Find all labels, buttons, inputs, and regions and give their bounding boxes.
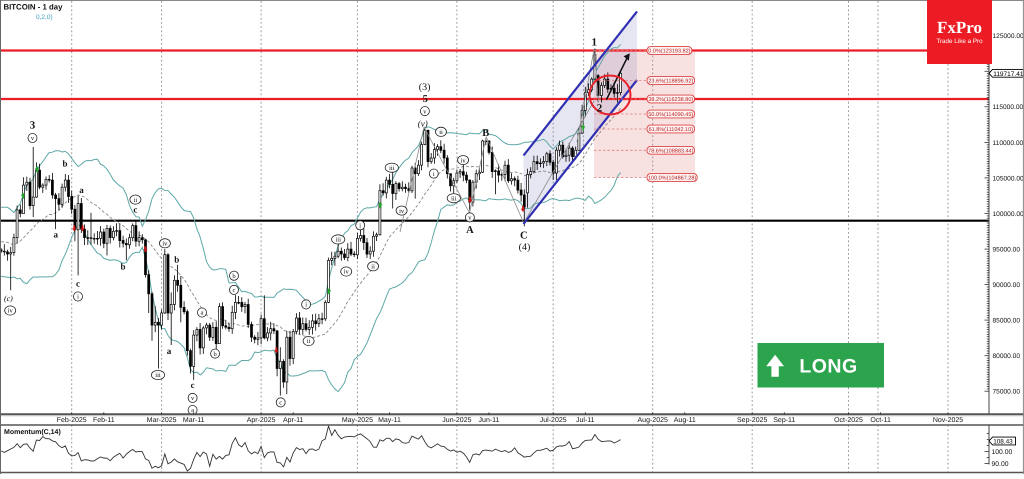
svg-text:Oct-11: Oct-11 — [870, 417, 891, 424]
svg-text:100.0%(104867.28): 100.0%(104867.28) — [648, 176, 696, 182]
svg-text:c: c — [233, 287, 236, 294]
svg-text:90.00: 90.00 — [992, 461, 1009, 468]
svg-text:Oct-2025: Oct-2025 — [834, 417, 863, 424]
svg-text:i: i — [305, 302, 307, 309]
svg-text:iii: iii — [389, 165, 395, 172]
svg-text:100000.00: 100000.00 — [993, 211, 1024, 218]
svg-text:Aug-2025: Aug-2025 — [638, 417, 668, 424]
svg-text:50.0%(114090.45): 50.0%(114090.45) — [648, 112, 693, 118]
svg-text:c: c — [191, 380, 195, 390]
svg-text:ii: ii — [134, 197, 138, 204]
svg-text:(4): (4) — [519, 242, 531, 253]
svg-text:Apr-2025: Apr-2025 — [247, 417, 276, 424]
svg-text:Jun-2025: Jun-2025 — [442, 417, 471, 424]
svg-text:(3): (3) — [419, 82, 431, 93]
svg-text:ii: ii — [307, 338, 311, 345]
svg-text:iii: iii — [335, 237, 341, 244]
svg-text:Apr-11: Apr-11 — [283, 417, 304, 424]
svg-text:125000.00: 125000.00 — [993, 33, 1024, 40]
svg-text:75000.00: 75000.00 — [993, 389, 1021, 396]
svg-text:23.6%(118896.92): 23.6%(118896.92) — [648, 79, 693, 85]
svg-text:iv: iv — [8, 308, 14, 315]
svg-text:Jul-2025: Jul-2025 — [540, 416, 567, 424]
svg-text:LONG: LONG — [799, 356, 857, 378]
svg-text:ii: ii — [371, 264, 375, 271]
svg-text:c: c — [133, 205, 137, 215]
svg-text:110000.00: 110000.00 — [993, 140, 1024, 147]
svg-text:5: 5 — [423, 94, 428, 105]
svg-text:38.2%(116238.80): 38.2%(116238.80) — [648, 97, 693, 103]
svg-text:3: 3 — [30, 119, 36, 131]
svg-text:108.43: 108.43 — [993, 439, 1013, 446]
svg-text:B: B — [482, 128, 489, 139]
svg-text:Jun-11: Jun-11 — [479, 417, 500, 424]
svg-text:C: C — [520, 231, 528, 242]
svg-text:100.00: 100.00 — [992, 449, 1013, 456]
svg-text:90000.00: 90000.00 — [993, 282, 1021, 289]
svg-text:a: a — [167, 346, 172, 356]
svg-text:i: i — [433, 171, 435, 178]
svg-text:78.6%(108883.44): 78.6%(108883.44) — [648, 148, 693, 154]
svg-text:May-11: May-11 — [378, 417, 401, 424]
svg-text:Jul-11: Jul-11 — [576, 416, 595, 424]
svg-text:BITCOIN - 1 day: BITCOIN - 1 day — [4, 3, 64, 12]
svg-text:0.0%(123193.82): 0.0%(123193.82) — [648, 49, 690, 55]
svg-text:FxPro: FxPro — [937, 18, 982, 37]
svg-text:Momentum(C,14): Momentum(C,14) — [4, 428, 61, 436]
svg-text:b: b — [213, 351, 216, 358]
svg-text:c: c — [279, 400, 282, 407]
svg-text:b: b — [174, 254, 179, 264]
svg-text:0,2,0): 0,2,0) — [36, 14, 53, 21]
svg-text:115000.00: 115000.00 — [993, 104, 1024, 111]
svg-text:a: a — [201, 310, 204, 317]
svg-text:Feb-2025: Feb-2025 — [57, 416, 87, 424]
svg-text:iv: iv — [461, 157, 467, 164]
svg-text:Mar-2025: Mar-2025 — [147, 417, 177, 424]
svg-text:b: b — [120, 262, 125, 272]
svg-text:Aug-11: Aug-11 — [674, 417, 696, 424]
svg-text:(v): (v) — [418, 118, 428, 128]
svg-text:a: a — [79, 185, 84, 195]
svg-text:iii: iii — [155, 372, 161, 379]
svg-text:Feb-11: Feb-11 — [93, 416, 115, 424]
svg-text:iii: iii — [451, 195, 457, 202]
svg-text:105000.00: 105000.00 — [993, 175, 1024, 182]
svg-text:iv: iv — [399, 208, 405, 215]
svg-text:i: i — [359, 223, 361, 230]
svg-text:Trade Like a Pro: Trade Like a Pro — [936, 38, 983, 45]
svg-text:iv: iv — [344, 269, 350, 276]
svg-text:95000.00: 95000.00 — [993, 247, 1021, 254]
svg-text:85000.00: 85000.00 — [993, 318, 1021, 325]
svg-text:ii: ii — [439, 129, 443, 136]
svg-text:iv: iv — [162, 241, 168, 248]
svg-text:61.8%(111042.10): 61.8%(111042.10) — [649, 127, 694, 133]
svg-text:(c): (c) — [4, 294, 13, 303]
svg-text:May-2025: May-2025 — [342, 417, 373, 424]
svg-text:119717.41: 119717.41 — [993, 71, 1024, 78]
svg-text:Sep-11: Sep-11 — [773, 417, 795, 424]
svg-text:Mar-11: Mar-11 — [183, 417, 205, 424]
svg-text:2: 2 — [597, 102, 603, 114]
svg-text:c: c — [76, 279, 80, 289]
svg-text:i: i — [77, 294, 79, 301]
svg-text:Sep-2025: Sep-2025 — [737, 417, 767, 424]
svg-text:a: a — [53, 230, 58, 240]
svg-text:b: b — [62, 159, 67, 169]
svg-text:80000.00: 80000.00 — [993, 353, 1021, 360]
svg-text:Nov-2025: Nov-2025 — [933, 417, 963, 424]
svg-text:1: 1 — [591, 36, 597, 48]
svg-text:b: b — [232, 273, 235, 280]
svg-text:A: A — [466, 225, 474, 236]
